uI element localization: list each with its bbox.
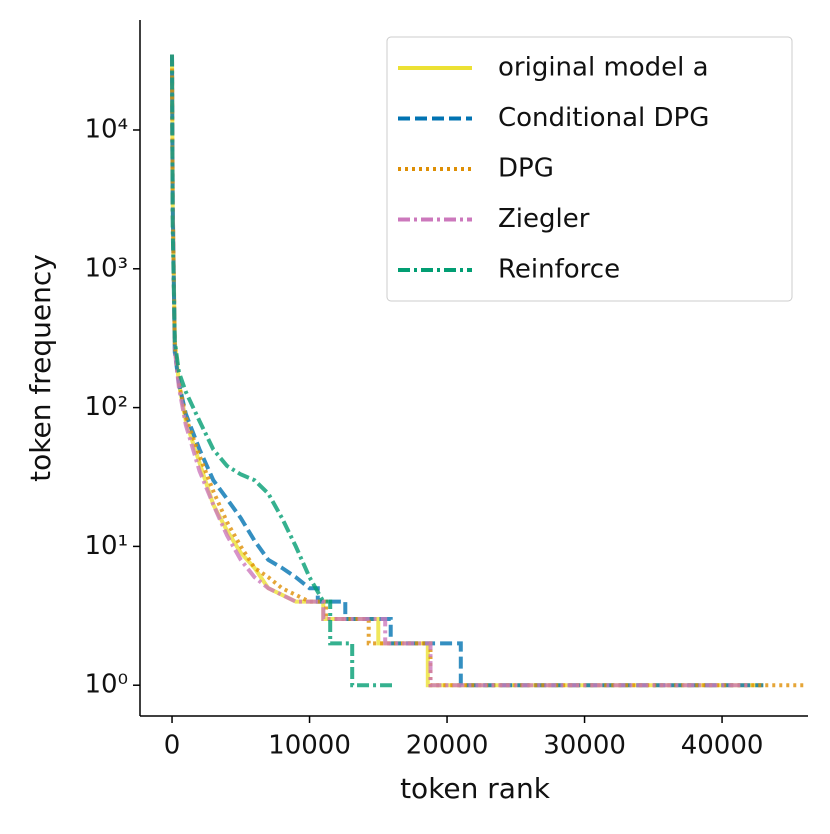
y-tick-label: 10³ <box>84 253 128 283</box>
y-tick-label: 10⁴ <box>84 114 128 144</box>
x-tick-label: 10000 <box>268 731 351 761</box>
x-tick-label: 40000 <box>681 731 764 761</box>
y-axis-label: token frequency <box>24 254 57 482</box>
y-tick-label: 10² <box>84 392 128 422</box>
legend-label: Conditional DPG <box>498 103 709 133</box>
legend-label: Reinforce <box>498 255 620 285</box>
series-line <box>170 54 392 688</box>
plot-area <box>170 54 805 688</box>
series-line <box>170 54 750 688</box>
legend-label: Ziegler <box>498 204 590 234</box>
y-tick-label: 10¹ <box>84 531 128 561</box>
legend-label: original model a <box>498 53 709 83</box>
legend-label: DPG <box>498 154 554 184</box>
legend <box>386 36 793 302</box>
x-axis-label: token rank <box>400 772 551 805</box>
x-tick-label: 20000 <box>406 731 489 761</box>
x-tick-label: 0 <box>164 731 181 761</box>
x-tick-label: 30000 <box>543 731 626 761</box>
y-tick-label: 10⁰ <box>84 670 128 700</box>
